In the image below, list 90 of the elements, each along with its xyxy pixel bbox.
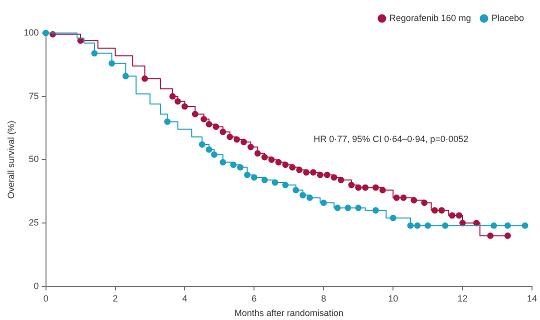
x-tick-label: 0 bbox=[43, 293, 48, 304]
point bbox=[142, 75, 148, 82]
point bbox=[174, 98, 181, 105]
point bbox=[296, 166, 303, 174]
point bbox=[310, 169, 316, 176]
point bbox=[334, 204, 341, 212]
x-tick-label: 4 bbox=[182, 293, 188, 304]
point bbox=[504, 232, 511, 239]
x-tick-label: 6 bbox=[252, 293, 257, 304]
x-tick-label: 12 bbox=[458, 293, 468, 304]
point bbox=[237, 164, 244, 170]
point bbox=[122, 72, 129, 80]
point bbox=[504, 222, 511, 229]
x-tick-label: 8 bbox=[321, 293, 326, 304]
point bbox=[372, 207, 379, 214]
point bbox=[261, 176, 268, 184]
point bbox=[438, 207, 445, 214]
point bbox=[206, 121, 212, 128]
x-tick-label: 10 bbox=[388, 293, 398, 304]
point bbox=[400, 194, 407, 201]
y-axis-title: Overall survival (%) bbox=[6, 120, 16, 199]
point bbox=[448, 212, 456, 219]
point bbox=[424, 222, 432, 229]
point bbox=[362, 184, 369, 191]
annotation: HR 0·77, 95% CI 0·64–0·94, p=0·0052 bbox=[314, 134, 468, 144]
point bbox=[348, 182, 355, 188]
point bbox=[442, 222, 448, 229]
point bbox=[244, 172, 250, 178]
point bbox=[379, 186, 386, 194]
point bbox=[206, 146, 212, 153]
point bbox=[275, 159, 282, 166]
point bbox=[250, 174, 258, 181]
point bbox=[355, 204, 362, 212]
point bbox=[372, 184, 379, 191]
point bbox=[390, 214, 396, 222]
point bbox=[355, 184, 362, 191]
point bbox=[220, 128, 226, 136]
point bbox=[182, 103, 188, 110]
point bbox=[220, 159, 226, 166]
point bbox=[211, 151, 218, 158]
point bbox=[306, 194, 313, 201]
point bbox=[268, 156, 275, 163]
point bbox=[230, 162, 237, 168]
point bbox=[248, 144, 254, 150]
point bbox=[300, 192, 306, 198]
point bbox=[421, 200, 428, 206]
point bbox=[292, 186, 300, 194]
point bbox=[108, 60, 115, 67]
legend-label: Placebo bbox=[491, 12, 524, 23]
x-tick-label: 14 bbox=[526, 293, 537, 304]
point bbox=[522, 222, 528, 229]
point bbox=[324, 172, 330, 178]
point bbox=[490, 222, 497, 229]
point bbox=[330, 174, 338, 181]
point bbox=[456, 212, 462, 219]
y-tick-label: 0 bbox=[34, 280, 39, 291]
point bbox=[407, 222, 414, 229]
point bbox=[393, 194, 400, 201]
point bbox=[303, 169, 310, 176]
y-tick-label: 50 bbox=[28, 154, 39, 164]
point bbox=[254, 150, 261, 157]
point bbox=[316, 172, 324, 178]
point bbox=[338, 176, 344, 184]
point bbox=[261, 154, 268, 160]
point bbox=[200, 116, 208, 122]
x-tick-label: 2 bbox=[112, 293, 118, 304]
y-tick-label: 100 bbox=[24, 27, 39, 38]
point bbox=[212, 124, 220, 130]
point bbox=[487, 232, 494, 239]
legend-label: Regorafenib 160 mg bbox=[389, 12, 471, 23]
x-axis-title: Months after randomisation bbox=[234, 308, 344, 318]
y-tick-label: 75 bbox=[28, 90, 39, 101]
point bbox=[289, 164, 296, 170]
point bbox=[91, 50, 98, 56]
point bbox=[344, 204, 352, 212]
point bbox=[240, 138, 247, 146]
point bbox=[169, 93, 176, 100]
point bbox=[432, 207, 438, 214]
point bbox=[282, 162, 289, 168]
point bbox=[226, 134, 234, 140]
point bbox=[272, 179, 278, 186]
point bbox=[282, 182, 289, 188]
point bbox=[410, 197, 418, 204]
point bbox=[192, 110, 198, 118]
point bbox=[234, 136, 240, 143]
point bbox=[414, 222, 421, 229]
point bbox=[198, 141, 206, 148]
point bbox=[164, 118, 171, 125]
y-tick-label: 25 bbox=[28, 218, 39, 228]
point bbox=[320, 200, 327, 206]
